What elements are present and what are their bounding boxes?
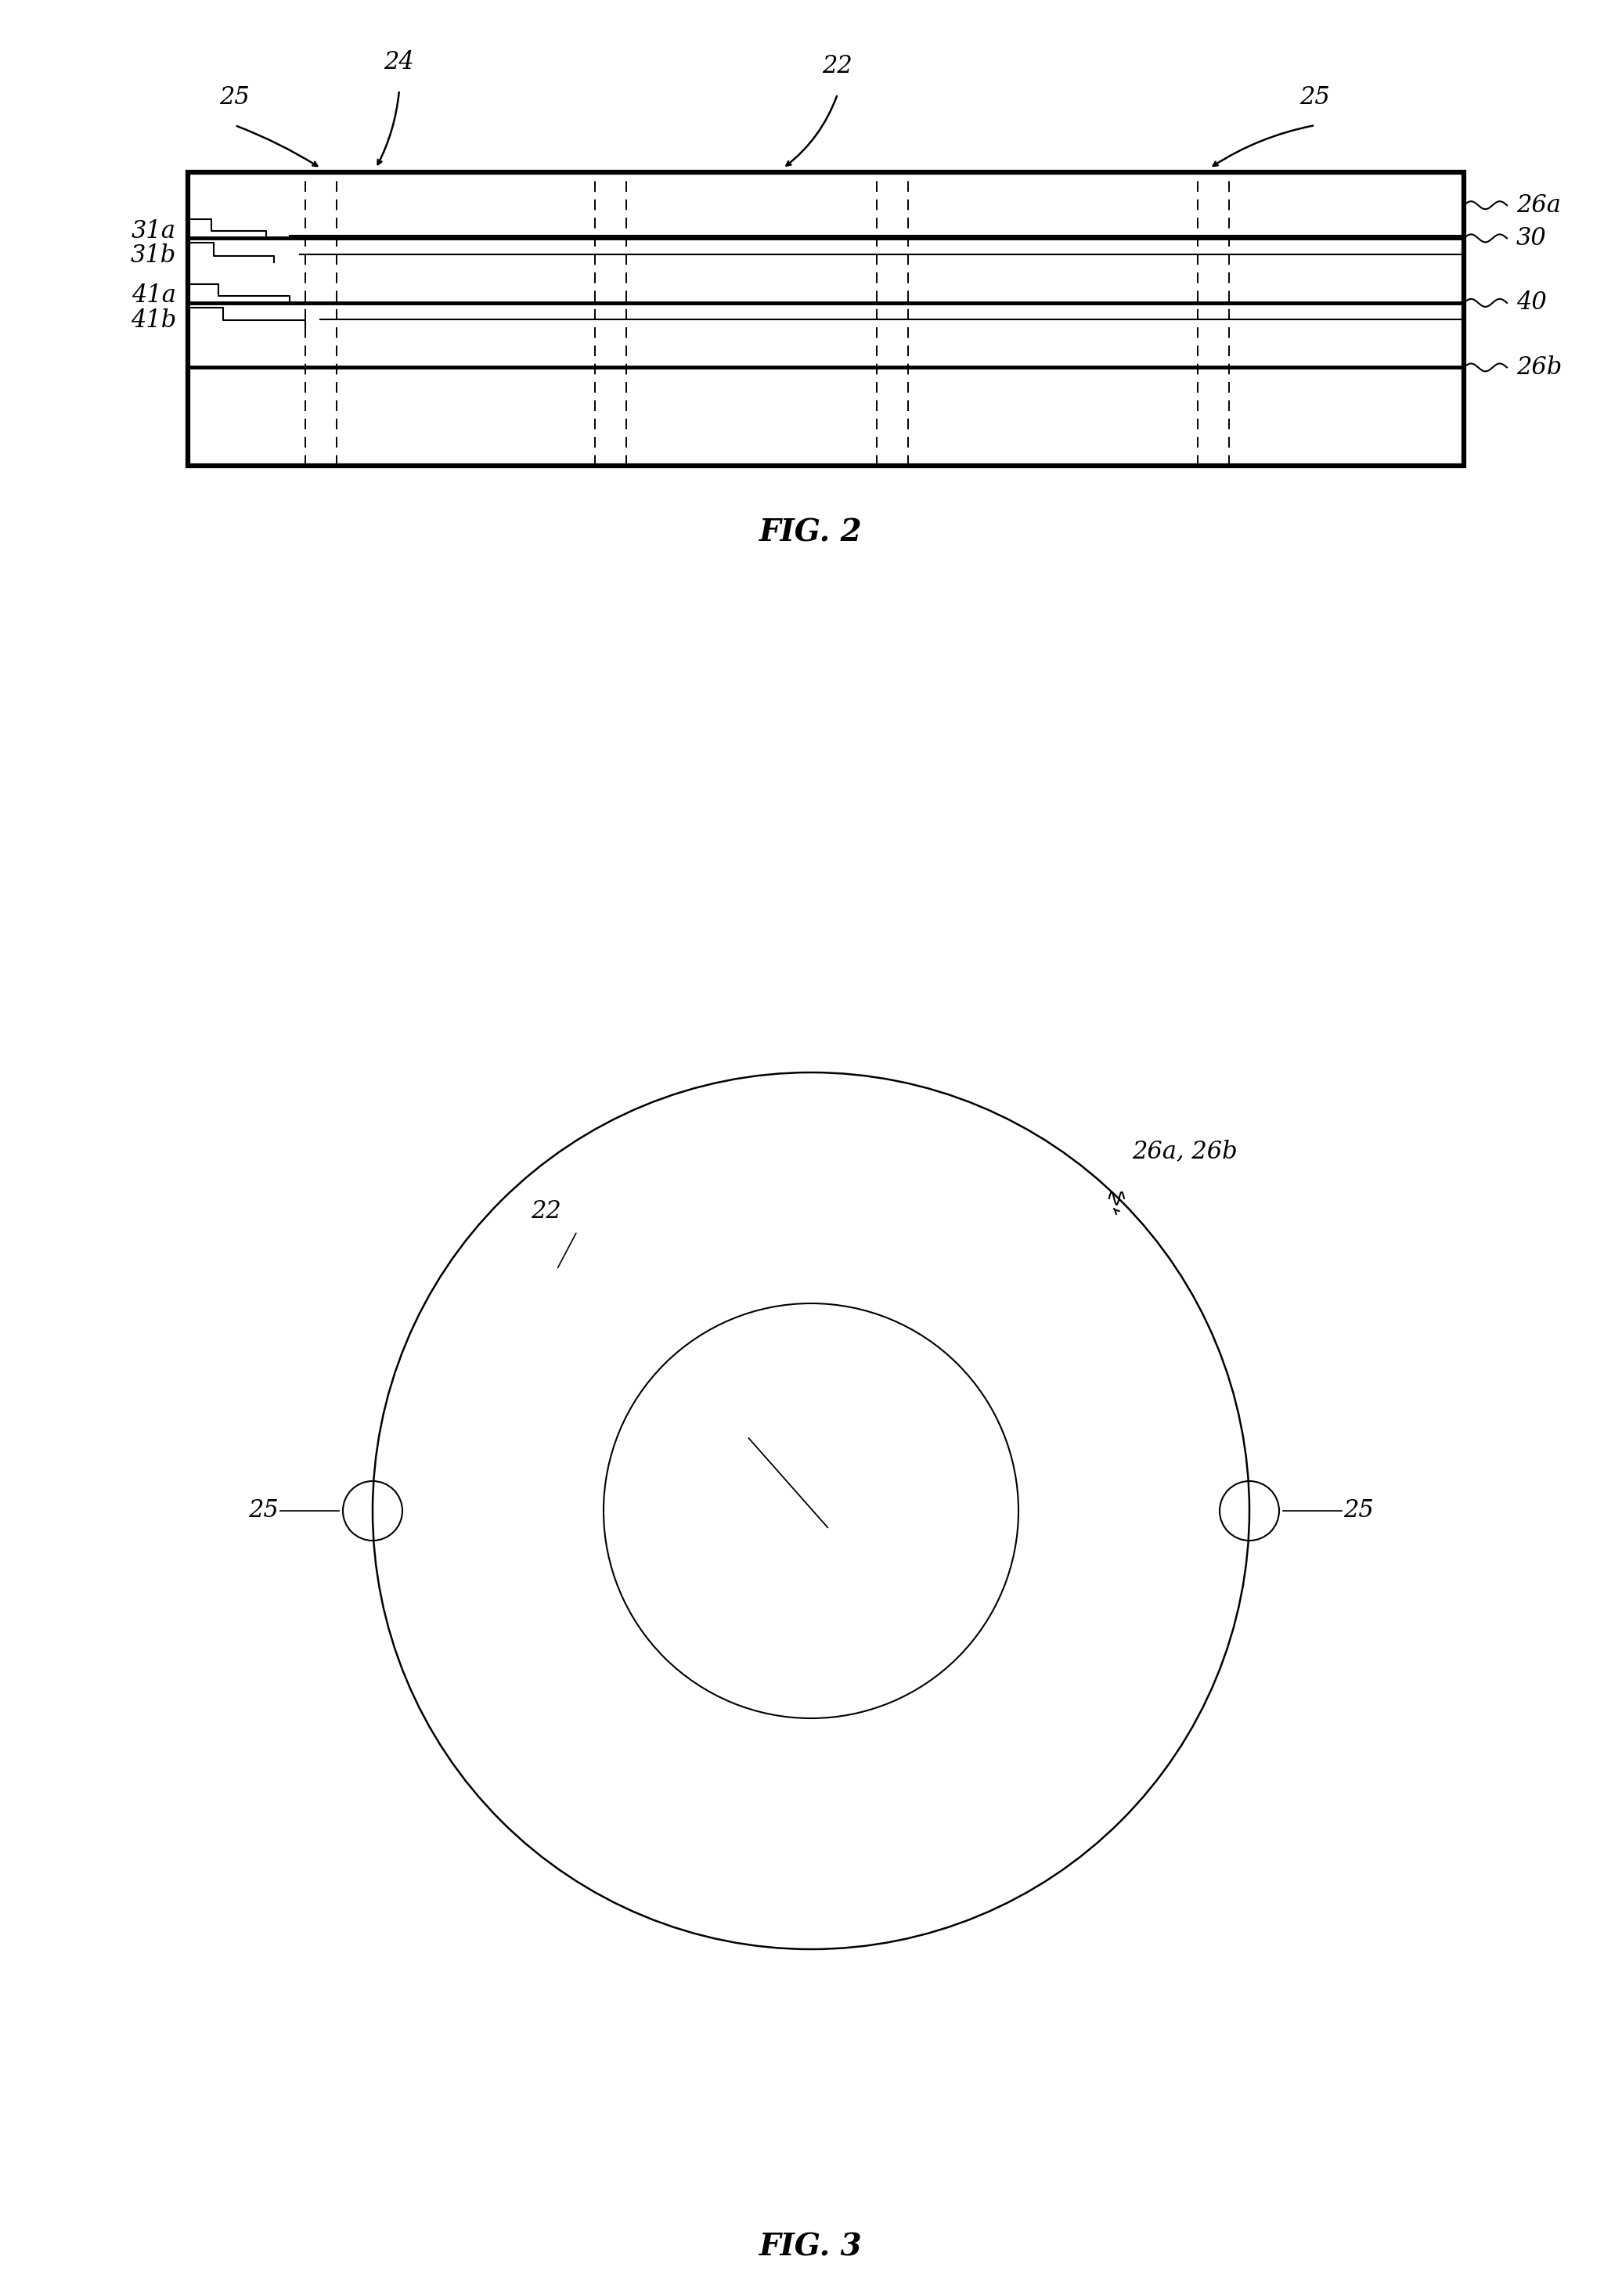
Text: 25: 25	[1299, 85, 1330, 110]
Text: FIG. 3: FIG. 3	[759, 2232, 863, 2262]
Text: 25: 25	[1343, 1499, 1374, 1522]
Bar	[188, 172, 1465, 466]
Text: 30: 30	[1517, 225, 1547, 250]
Text: 26b: 26b	[1517, 356, 1562, 379]
Text: 26a: 26a	[1517, 193, 1560, 218]
Text: 22: 22	[530, 1199, 561, 1224]
Text: 26a, 26b: 26a, 26b	[1132, 1139, 1238, 1164]
Text: FIG. 2: FIG. 2	[759, 517, 863, 546]
Text: 25: 25	[248, 1499, 279, 1522]
Text: 22: 22	[822, 55, 853, 78]
Text: 25: 25	[219, 85, 250, 110]
Text: 40: 40	[1517, 292, 1547, 315]
Text: 31a: 31a	[131, 218, 177, 243]
Text: 31b: 31b	[130, 243, 177, 269]
Text: 41a: 41a	[131, 282, 177, 308]
Text: 41b: 41b	[130, 308, 177, 333]
Text: 24: 24	[384, 51, 414, 73]
